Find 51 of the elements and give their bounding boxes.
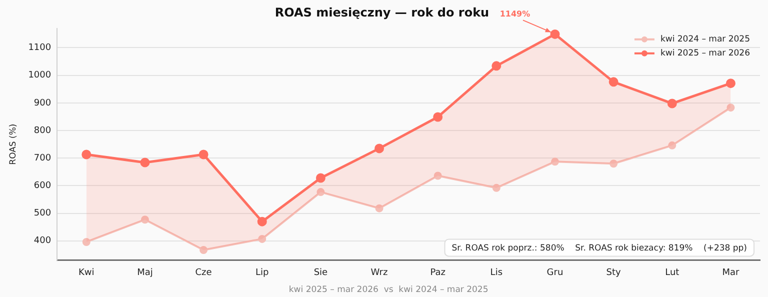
point [433, 112, 443, 122]
point [434, 172, 442, 180]
point [668, 141, 676, 150]
x-tick-label: Kwi [78, 268, 94, 278]
x-tick-label: Lis [490, 268, 503, 278]
point [375, 204, 384, 212]
x-tick-label: Lut [665, 268, 680, 278]
point [667, 98, 677, 108]
annotation: Sr. ROAS rok poprz.: 580% Sr. ROAS rok biezacy: 819% (+238 pp) [452, 243, 748, 254]
chart-title: ROAS miesięczny — rok do roku [274, 5, 490, 20]
y-tick-label: 700 [34, 153, 52, 164]
y-axis-title: ROAS (%) [8, 124, 18, 165]
y-tick-label: 900 [34, 98, 52, 108]
legend-label: kwi 2024 – mar 2025 [660, 34, 750, 45]
y-tick-label: 500 [34, 208, 52, 219]
point [258, 234, 266, 243]
x-tick-label: Paz [430, 268, 446, 278]
point [550, 29, 560, 39]
x-tick-label: Mar [722, 268, 740, 278]
point [82, 238, 90, 246]
y-tick-label: 600 [34, 181, 52, 192]
point [492, 184, 500, 192]
y-tick-label: 1000 [28, 70, 52, 81]
point [140, 158, 150, 168]
text: kwi 2025 – mar 2026 vs kwi 2024 – mar 2025 [288, 285, 488, 295]
y-tick-label: 400 [34, 236, 52, 246]
x-tick-label: Lip [256, 268, 270, 278]
x-tick-label: Cze [195, 268, 212, 278]
y-tick-label: 800 [34, 126, 52, 136]
point [550, 158, 559, 166]
point [610, 160, 618, 168]
point [726, 78, 736, 88]
point [140, 216, 149, 224]
point [608, 77, 618, 87]
x-tick-label: Maj [137, 268, 153, 278]
point [82, 150, 92, 160]
x-tick-label: Gru [546, 268, 564, 278]
point [374, 144, 384, 154]
point [316, 188, 325, 196]
x-tick-label: Sty [606, 268, 622, 278]
x-tick-label: Sie [314, 268, 328, 278]
point [257, 216, 267, 226]
point [200, 246, 208, 254]
point [492, 61, 502, 71]
point [726, 104, 735, 112]
annotation: 1149% [500, 9, 530, 18]
point [198, 150, 208, 160]
point [316, 173, 326, 183]
x-tick-label: Wrz [370, 268, 388, 278]
y-tick-label: 1100 [28, 43, 52, 54]
legend-label: kwi 2025 – mar 2026 [660, 48, 750, 59]
